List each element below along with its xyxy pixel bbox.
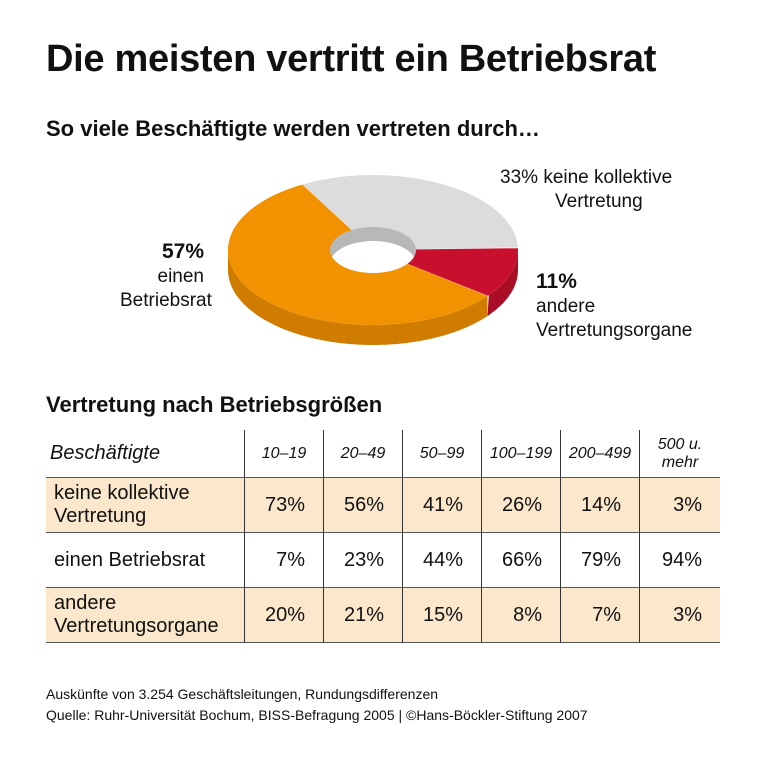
donut-hole [330,241,416,273]
header-beschaeftigte: Beschäftigte [50,442,161,464]
label-andere: 11% andere Vertretungsorgane [536,270,692,343]
slice-side-2 [228,250,488,345]
table-row: einen Betriebsrat 7% 23% 44% 66% 79% 94% [46,532,720,588]
cell: 41% [402,477,482,533]
label-andere-text1: andere [536,296,596,317]
slice-side-1 [487,250,518,316]
row-label: andere Vertretungsorgane [46,587,245,643]
col-header: 500 u. mehr [639,430,720,478]
page-title: Die meisten vertritt ein Betriebsrat [46,38,657,80]
col-header: 200–499 [560,430,640,478]
table-header: Beschäftigte 10–19 20–49 50–99 100–199 2… [46,430,720,478]
cell: 14% [560,477,640,533]
cell: 66% [481,532,561,588]
cell: 7% [560,587,640,643]
cell: 26% [481,477,561,533]
label-betriebsrat: 57% einen Betriebsrat [120,240,212,313]
row-label: keine kollektive Vertretung [46,477,245,533]
cell: 8% [481,587,561,643]
label-keine: 33% keine kollektive Vertretung [500,166,672,214]
table-row: andere Vertretungsorgane 20% 21% 15% 8% … [46,587,720,643]
cell: 94% [639,532,720,588]
footer-note: Auskünfte von 3.254 Geschäftsleitungen, … [46,686,439,702]
label-keine-text1: keine kollektive [543,167,673,188]
cell: 21% [323,587,403,643]
label-betriebsrat-text2: Betriebsrat [120,290,212,311]
cell: 3% [639,477,720,533]
cell: 20% [244,587,324,643]
label-keine-text2: Vertretung [555,191,643,212]
col-header: 20–49 [323,430,403,478]
label-betriebsrat-pct: 57% [161,240,204,263]
donut-chart [228,175,518,345]
cell: 15% [402,587,482,643]
cell: 79% [560,532,640,588]
pie-subtitle: So viele Beschäftigte werden vertreten d… [46,116,540,141]
row-label: einen Betriebsrat [54,548,206,571]
footer-source: Quelle: Ruhr-Universität Bochum, BISS-Be… [46,707,588,723]
label-betriebsrat-text1: einen [157,266,205,287]
cell: 44% [402,532,482,588]
col-header: 50–99 [402,430,482,478]
data-table: Beschäftigte 10–19 20–49 50–99 100–199 2… [46,430,720,643]
col-header: 100–199 [481,430,561,478]
label-andere-text2: Vertretungsorgane [536,320,693,341]
label-keine-pct: 33% [500,167,539,188]
label-andere-pct: 11% [536,270,577,293]
table-title: Vertretung nach Betriebsgrößen [46,392,383,417]
cell: 56% [323,477,403,533]
col-header: 10–19 [244,430,324,478]
cell: 23% [323,532,403,588]
cell: 3% [639,587,720,643]
cell: 7% [244,532,324,588]
footer: Auskünfte von 3.254 Geschäftsleitungen, … [46,684,588,726]
table-row: keine kollektive Vertretung 73% 56% 41% … [46,477,720,533]
cell: 73% [244,477,324,533]
